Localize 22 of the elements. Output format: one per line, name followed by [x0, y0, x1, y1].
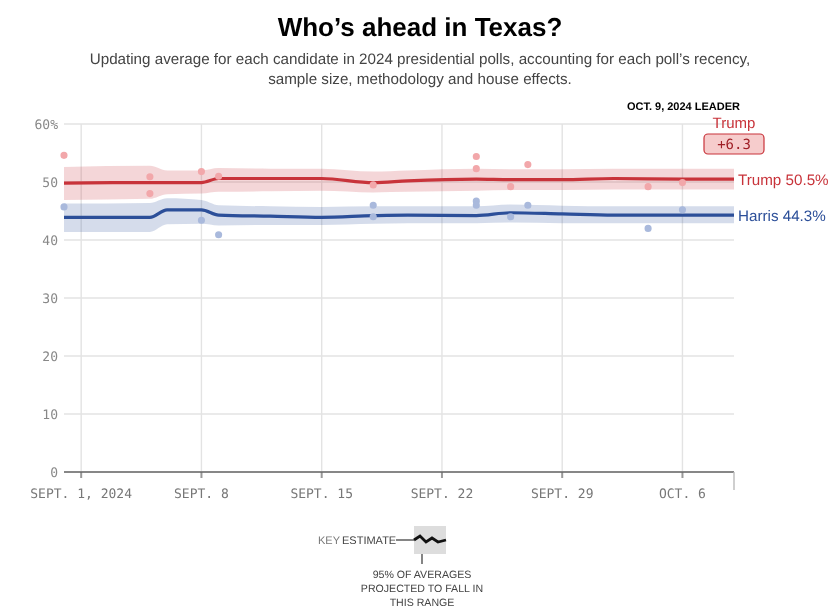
point — [472, 152, 480, 161]
point — [197, 168, 205, 176]
point — [197, 216, 205, 224]
point — [644, 183, 652, 191]
point — [678, 179, 687, 187]
point — [60, 203, 68, 211]
point — [369, 201, 377, 209]
point — [369, 213, 377, 221]
point — [215, 231, 223, 239]
point — [524, 161, 532, 169]
chart-title: Who’s ahead in Texas? — [277, 12, 563, 42]
point — [678, 206, 687, 214]
point — [644, 224, 652, 232]
point — [215, 172, 223, 180]
point — [146, 190, 154, 198]
point — [507, 183, 515, 191]
point — [507, 213, 515, 221]
point — [60, 151, 68, 159]
point — [146, 173, 154, 181]
point — [369, 181, 377, 189]
point — [524, 201, 532, 209]
point — [472, 165, 480, 173]
